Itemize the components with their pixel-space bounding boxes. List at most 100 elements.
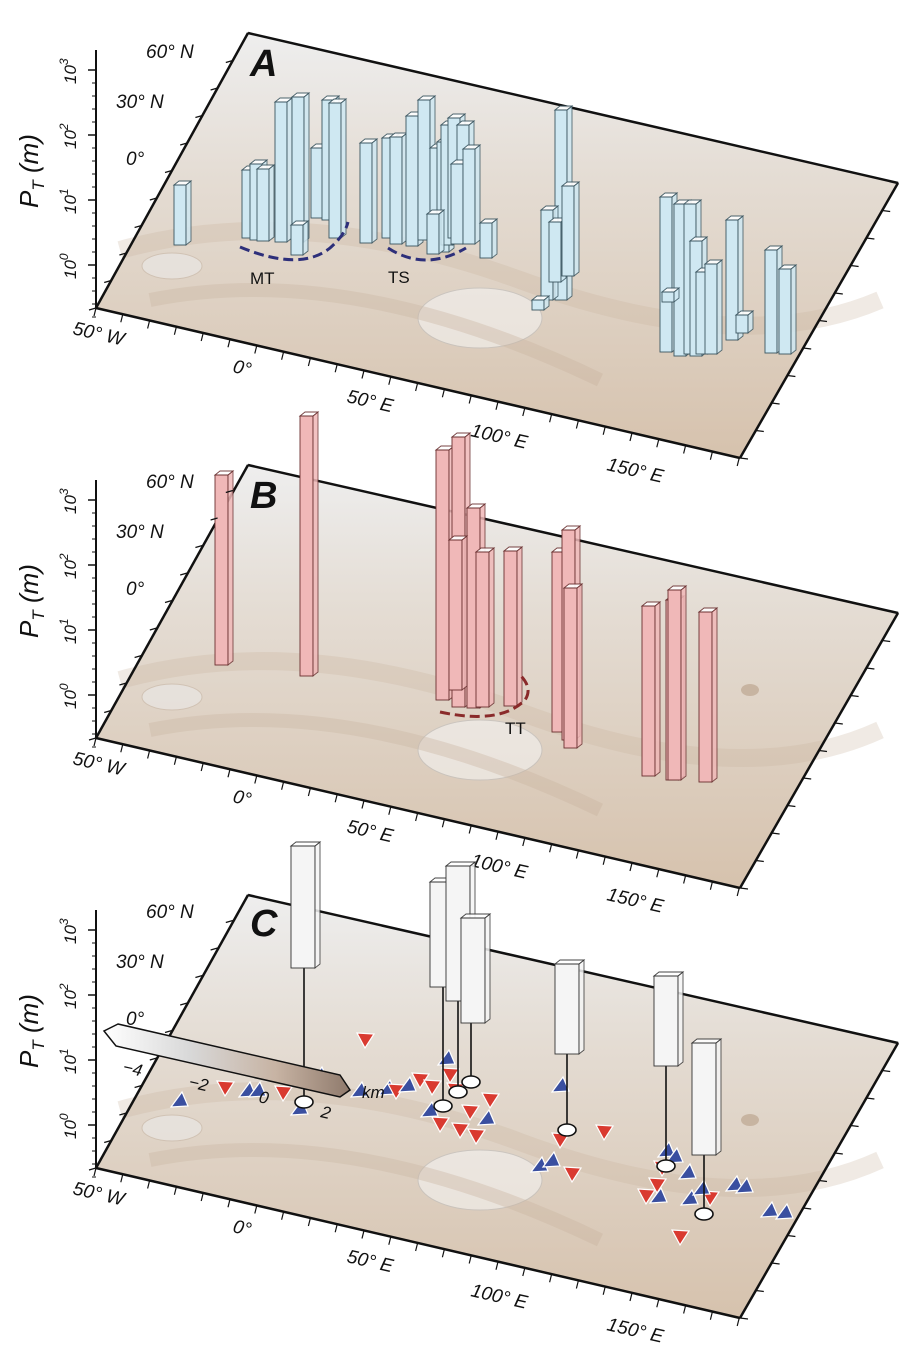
lat-tick: [164, 1029, 173, 1034]
lon-tick: [468, 395, 472, 404]
region-outline-tt: [439, 673, 530, 718]
lon-tick: [173, 1186, 177, 1195]
panel-letter-c: C: [250, 903, 278, 945]
colorbar-tick: −4: [121, 1057, 144, 1080]
station-circle-marker: [694, 1207, 714, 1221]
lon-tick: [388, 1236, 392, 1245]
region-label-mt: MT: [250, 269, 275, 288]
red-triangle-marker: [636, 1188, 657, 1206]
bar: [703, 259, 724, 355]
right-tick: [739, 457, 749, 460]
right-tick: [818, 319, 828, 323]
lon-label: 50° E: [345, 816, 396, 847]
y-tick-label: 101: [57, 1048, 80, 1074]
lat-tick: [210, 87, 218, 91]
lon-label: 100° E: [469, 420, 530, 453]
lat-tick: [88, 737, 97, 741]
lon-tick: [522, 407, 526, 417]
bar: [358, 138, 379, 244]
lon-tick: [227, 1199, 231, 1208]
bar: [289, 841, 322, 969]
station-circle-marker: [461, 1075, 481, 1089]
y-tick-label: 102: [57, 123, 80, 149]
lat-tick: [119, 682, 127, 686]
y-tick-label: 103: [57, 488, 80, 514]
y-ticks: 100 101 102 103: [57, 58, 96, 318]
lon-tick: [683, 875, 687, 884]
y-tick-label: 101: [57, 188, 80, 214]
y-tick-label: 100: [57, 683, 80, 709]
lat-tick: [104, 279, 112, 284]
lon-tick: [656, 1299, 660, 1308]
blue-triangle-marker: [169, 1090, 189, 1108]
blue-triangle-marker: [759, 1200, 779, 1218]
bars-a: [172, 92, 798, 357]
lat-label: 30° N: [116, 952, 164, 973]
lon-label: 50° W: [71, 318, 128, 351]
lat-label: 30° N: [116, 92, 164, 113]
lon-tick: [200, 332, 204, 342]
bar: [478, 218, 499, 259]
lon-tick: [361, 800, 365, 809]
blue-triangle-marker: [550, 1075, 570, 1093]
station-circle-marker: [433, 1099, 453, 1113]
panel-c: 100 101 102 103 C PT (m) 60° N 30° N 0° 50° W 0°…: [14, 841, 900, 1348]
lon-tick: [334, 364, 338, 373]
lat-tick: [210, 947, 218, 951]
blue-triangle-marker: [774, 1202, 794, 1220]
right-tick: [818, 749, 828, 753]
right-tick: [834, 722, 843, 725]
lon-tick: [709, 451, 713, 460]
right-tick: [803, 347, 812, 350]
lat-tick: [225, 59, 233, 64]
station-circle-marker: [557, 1123, 577, 1137]
right-tick: [850, 264, 859, 268]
lat-tick: [149, 1057, 157, 1061]
region-outline-ts: [387, 246, 467, 262]
right-tick: [818, 1179, 828, 1183]
y-ticks: 100 101 102 103: [57, 488, 96, 748]
lat-tick: [88, 1167, 97, 1171]
lon-tick: [200, 1192, 204, 1202]
lon-tick: [495, 831, 499, 840]
lon-label: 100° E: [469, 850, 530, 883]
lon-tick: [120, 744, 124, 753]
lon-tick: [93, 737, 97, 747]
lon-tick: [334, 1224, 338, 1233]
lat-tick: [225, 919, 233, 924]
lon-tick: [120, 314, 124, 323]
lat-tick: [225, 489, 233, 494]
y-tick-label: 102: [57, 553, 80, 579]
blue-triangle-marker: [691, 1178, 711, 1196]
bar: [666, 585, 688, 781]
lon-tick: [602, 856, 606, 865]
lon-label: 150° E: [605, 1314, 666, 1347]
lon-tick: [441, 1249, 445, 1258]
lon-tick: [602, 426, 606, 435]
bar: [530, 295, 551, 311]
bar: [640, 601, 662, 777]
lon-label: 50° W: [71, 1178, 128, 1211]
right-tick: [771, 1262, 780, 1265]
blue-triangle-marker: [349, 1080, 369, 1098]
lat-label: 60° N: [146, 472, 194, 493]
lat-tick: [195, 974, 203, 979]
lon-tick: [281, 1211, 285, 1220]
lon-tick: [388, 806, 392, 815]
lat-tick: [119, 1112, 127, 1116]
right-tick: [882, 209, 891, 213]
right-tick: [771, 402, 780, 405]
bar: [734, 310, 755, 334]
bar: [724, 215, 745, 341]
lon-tick: [254, 345, 258, 354]
red-triangle-marker: [355, 1032, 376, 1050]
right-tick: [866, 237, 875, 240]
lon-tick: [388, 376, 392, 385]
lon-tick: [495, 401, 499, 410]
bar: [425, 209, 446, 255]
right-tick: [739, 1317, 749, 1320]
lon-tick: [575, 1280, 579, 1289]
bars-b: [213, 411, 719, 783]
lon-tick: [468, 1255, 472, 1264]
